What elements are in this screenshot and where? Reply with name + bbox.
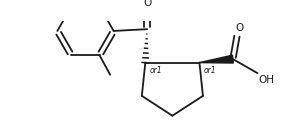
Text: O: O xyxy=(143,0,151,8)
Text: OH: OH xyxy=(258,75,274,85)
Text: O: O xyxy=(235,23,243,33)
Text: or1: or1 xyxy=(204,66,217,75)
Polygon shape xyxy=(199,55,233,63)
Text: or1: or1 xyxy=(150,66,162,75)
